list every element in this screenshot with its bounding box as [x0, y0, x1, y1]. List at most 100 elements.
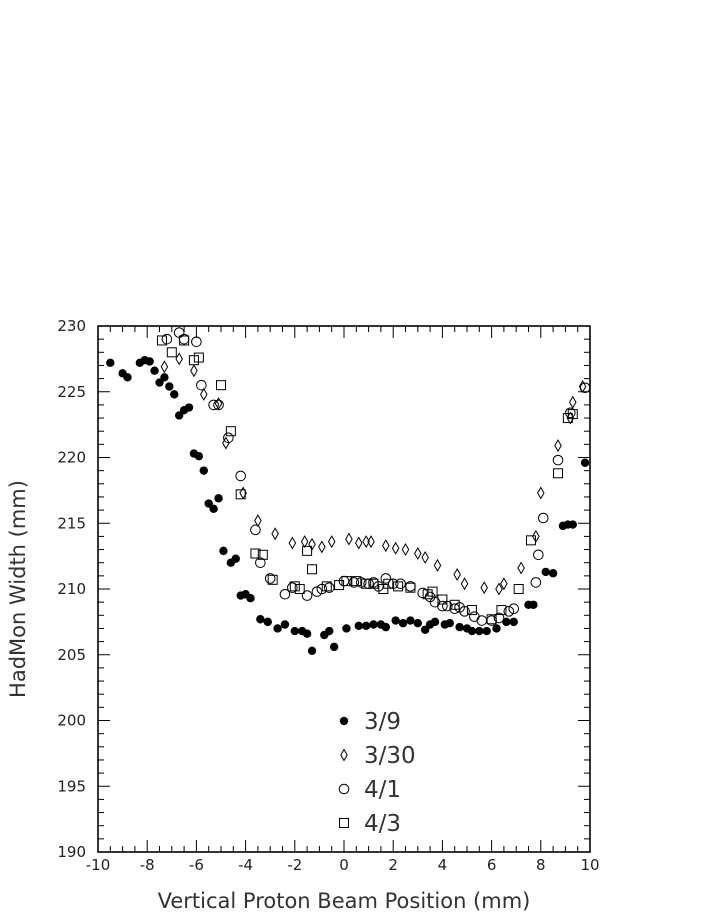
- legend: 3/9 3/30 4/1 4/3: [338, 709, 416, 837]
- data-point: [493, 612, 505, 624]
- data-point: [413, 618, 422, 628]
- data-point: [323, 582, 335, 593]
- data-point: [361, 578, 372, 589]
- data-point: [433, 558, 442, 572]
- data-point: [368, 578, 379, 589]
- legend-label: 4/3: [364, 811, 401, 837]
- data-point: [321, 581, 332, 592]
- data-point: [246, 594, 255, 603]
- data-point: [398, 618, 408, 628]
- data-point: [214, 397, 223, 411]
- y-tick-label: 225: [57, 383, 86, 401]
- data-point: [362, 535, 370, 549]
- data-point: [123, 373, 132, 382]
- y-tick-label: 205: [57, 646, 86, 664]
- data-point: [529, 600, 538, 609]
- data-point: [160, 360, 169, 374]
- data-point: [327, 535, 336, 549]
- x-axis-title: Vertical Proton Beam Position (mm): [158, 889, 531, 913]
- data-point: [290, 626, 299, 636]
- y-tick-label: 230: [57, 317, 86, 335]
- data-point: [196, 379, 207, 391]
- x-tick-label: 10: [580, 856, 599, 874]
- data-point: [273, 624, 282, 633]
- data-point: [287, 582, 298, 593]
- data-point: [496, 605, 507, 616]
- data-point: [214, 494, 223, 503]
- x-tick-label: -4: [238, 856, 253, 874]
- data-point: [208, 399, 219, 411]
- data-point: [568, 520, 577, 529]
- data-point: [250, 548, 261, 559]
- data-point: [391, 616, 400, 625]
- data-point: [567, 409, 578, 420]
- data-point: [302, 545, 313, 556]
- data-point: [150, 366, 159, 375]
- data-point: [175, 352, 183, 366]
- axis-ticks: [97, 325, 591, 853]
- data-point: [579, 382, 591, 394]
- data-point: [453, 568, 461, 582]
- x-tick-label: -2: [287, 856, 302, 874]
- data-point: [288, 536, 297, 550]
- data-point: [466, 605, 477, 616]
- x-tick-label: 0: [339, 856, 349, 874]
- data-point: [382, 539, 390, 553]
- data-point: [329, 642, 339, 652]
- data-point: [184, 403, 194, 412]
- data-point: [537, 486, 545, 500]
- data-point: [476, 615, 488, 626]
- data-point: [311, 586, 323, 597]
- data-point: [421, 550, 429, 564]
- data-point: [530, 577, 542, 588]
- data-point: [533, 549, 544, 561]
- data-point: [213, 399, 224, 411]
- data-point: [190, 364, 198, 378]
- data-point: [369, 620, 378, 629]
- data-point: [467, 626, 477, 636]
- data-point: [318, 540, 326, 554]
- legend-label: 3/30: [364, 743, 416, 769]
- data-point: [348, 577, 360, 588]
- data-point: [170, 390, 179, 399]
- data-point: [199, 466, 208, 475]
- y-tick-label: 190: [57, 843, 86, 861]
- data-point: [280, 620, 290, 629]
- data-point: [307, 564, 318, 575]
- data-point: [548, 569, 558, 578]
- data-point: [537, 512, 549, 524]
- data-point: [334, 580, 345, 591]
- data-point: [503, 606, 515, 617]
- x-tick-label: 8: [536, 856, 546, 874]
- data-point: [301, 590, 313, 601]
- legend-marker: [340, 748, 348, 762]
- data-point: [106, 358, 115, 368]
- data-point: [294, 584, 305, 594]
- data-point: [194, 451, 204, 461]
- data-point: [307, 646, 317, 656]
- data-point: [156, 335, 167, 346]
- data-point: [223, 432, 234, 444]
- data-point: [342, 624, 351, 633]
- data-point: [553, 468, 564, 479]
- data-point: [263, 617, 272, 627]
- data-point: [231, 554, 240, 563]
- data-point: [414, 547, 422, 560]
- data-point: [391, 541, 400, 555]
- data-point: [216, 380, 226, 391]
- data-point: [160, 373, 169, 382]
- series-3: [156, 335, 578, 625]
- legend-label: 4/1: [364, 777, 401, 803]
- data-point: [254, 514, 262, 528]
- y-tick-label: 200: [57, 712, 86, 730]
- data-points: [106, 327, 591, 656]
- data-point: [361, 621, 371, 631]
- data-point: [367, 535, 375, 549]
- data-point: [475, 626, 484, 636]
- legend-marker: [339, 716, 349, 726]
- data-point: [219, 546, 228, 556]
- data-point: [460, 577, 469, 591]
- data-point: [271, 527, 279, 541]
- data-point: [380, 573, 392, 584]
- data-point: [345, 532, 353, 546]
